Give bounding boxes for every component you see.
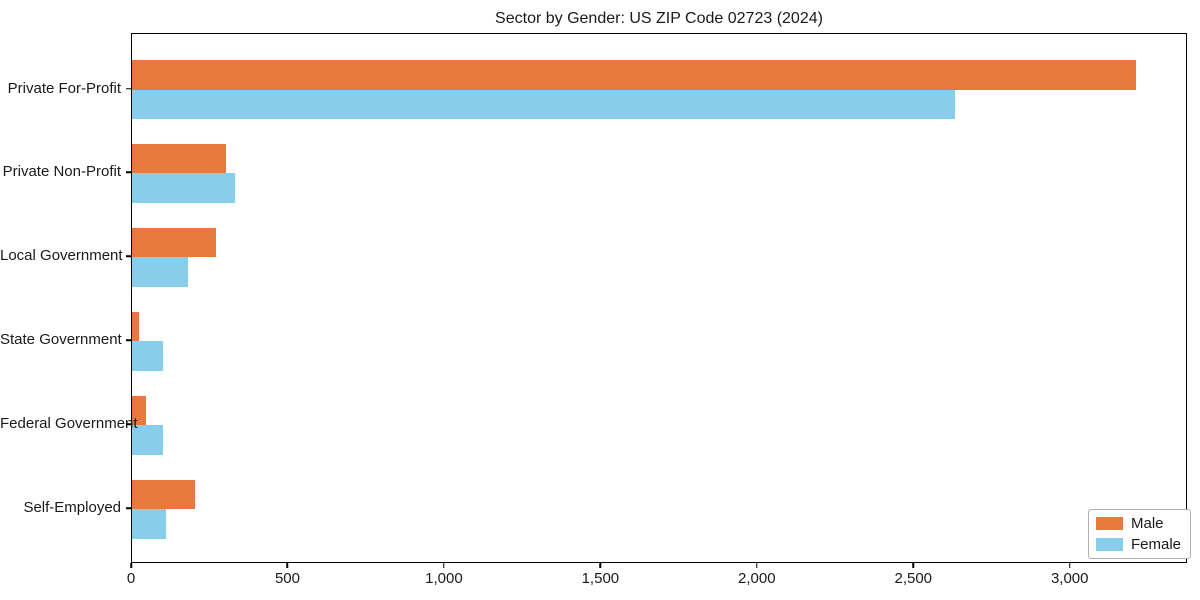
bar-male: [132, 311, 139, 342]
legend: Male Female: [1088, 509, 1192, 559]
legend-swatch-male: [1096, 517, 1123, 530]
bar-male: [132, 60, 1137, 90]
bar-male: [132, 395, 147, 426]
x-axis-tick-label: 1,500: [581, 570, 620, 587]
legend-entry-female: Female: [1096, 536, 1181, 553]
x-axis-tick: [443, 563, 445, 568]
legend-swatch-female: [1096, 538, 1123, 551]
bar-female: [132, 509, 167, 539]
y-axis-tick: [126, 423, 131, 425]
x-axis-tick: [1068, 563, 1071, 568]
y-axis-label: State Government: [0, 331, 122, 349]
x-axis-tick: [130, 563, 132, 568]
legend-label-female: Female: [1131, 536, 1182, 553]
x-axis-tick-label: 0: [126, 570, 136, 587]
x-axis-tick: [599, 563, 602, 568]
x-axis-tick-label: 3,000: [1050, 570, 1089, 587]
y-axis-tick: [126, 171, 131, 174]
bar-male: [132, 143, 226, 174]
bar-female: [132, 89, 955, 119]
x-axis-tick-label: 2,500: [894, 570, 933, 587]
plot-area: [131, 33, 1187, 563]
y-axis-label: Private Non-Profit: [2, 163, 121, 181]
x-axis-tick-label: 2,000: [738, 570, 776, 587]
x-axis-tick: [756, 563, 758, 568]
x-axis-tick-label: 500: [274, 570, 300, 587]
bar-female: [132, 173, 236, 203]
y-axis-tick: [126, 255, 131, 258]
x-axis-tick: [912, 563, 915, 568]
y-axis-label: Self-Employed: [23, 499, 121, 516]
y-axis-label: Local Government: [0, 247, 123, 265]
y-axis-tick: [126, 339, 131, 341]
bar-female: [132, 425, 164, 455]
y-axis-tick: [126, 507, 131, 509]
bar-male: [132, 227, 217, 258]
bar-female: [132, 257, 189, 287]
bar-female: [132, 341, 164, 371]
bar-male: [132, 479, 195, 509]
chart-title: Sector by Gender: US ZIP Code 02723 (202…: [495, 10, 823, 27]
y-axis-tick: [126, 87, 131, 90]
x-axis-tick-label: 1,000: [425, 570, 463, 587]
x-axis-tick: [286, 563, 289, 568]
legend-label-male: Male: [1131, 515, 1164, 532]
y-axis-label: Private For-Profit: [7, 79, 121, 97]
legend-entry-male: Male: [1096, 515, 1181, 532]
y-axis-label: Federal Government: [0, 415, 138, 433]
